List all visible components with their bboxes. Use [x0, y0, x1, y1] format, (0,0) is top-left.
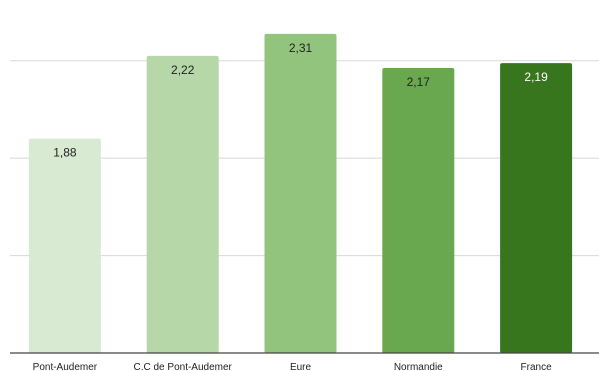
x-tick-label: C.C de Pont-Audemer	[134, 362, 233, 371]
bar	[146, 55, 219, 353]
bar	[28, 138, 101, 353]
bar-value-label: 2,19	[524, 70, 548, 84]
bar-value-labels: 1,88 2,22 2,31 2,17 2,19	[53, 41, 548, 160]
x-tick-label: Eure	[290, 362, 312, 371]
x-tick-label: Pont-Audemer	[33, 362, 98, 371]
bar-value-label: 2,17	[407, 75, 431, 89]
bar-value-label: 2,22	[171, 63, 195, 77]
bar	[500, 63, 573, 354]
bar-value-label: 2,31	[289, 41, 313, 55]
bar	[382, 68, 455, 354]
x-axis-tick-labels: Pont-Audemer C.C de Pont-Audemer Eure Norma…	[33, 362, 552, 371]
bar	[264, 33, 337, 354]
x-tick-label: France	[521, 362, 553, 371]
bar-value-label: 1,88	[53, 146, 77, 160]
x-tick-label: Normandie	[394, 362, 443, 371]
bars	[28, 33, 573, 354]
